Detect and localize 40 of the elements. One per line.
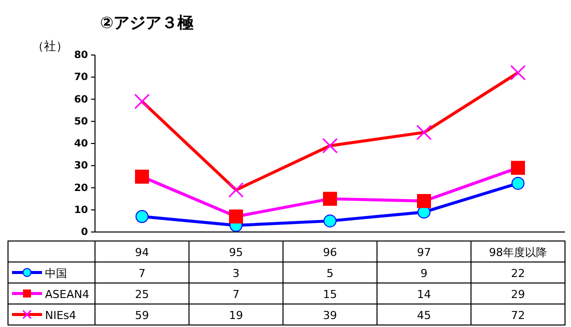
data-label: 15 <box>323 288 337 301</box>
y-tick-label: 50 <box>74 116 88 128</box>
x-tick-label: 95 <box>229 246 243 259</box>
y-tick-label: 30 <box>74 160 88 172</box>
x-tick-label: 96 <box>323 246 337 259</box>
y-tick-label: 0 <box>81 227 88 238</box>
data-label: 25 <box>135 288 149 301</box>
point <box>136 210 148 224</box>
data-label: 5 <box>326 267 334 280</box>
data-label: 59 <box>135 309 149 322</box>
chart-title: ②アジア３極 <box>100 13 194 32</box>
legend-label: ASEAN4 <box>45 288 90 301</box>
legend: NIEs4 <box>12 309 76 322</box>
data-label: 7 <box>232 288 240 301</box>
y-tick-label: 20 <box>74 182 88 194</box>
data-label: 45 <box>417 309 431 322</box>
y-tick-label: 40 <box>74 138 88 150</box>
data-label: 39 <box>323 309 337 322</box>
legend: 中国 <box>12 267 67 280</box>
point <box>512 176 524 190</box>
legend-label: NIEs4 <box>45 309 76 322</box>
y-tick-label: 70 <box>74 72 88 84</box>
data-label: 19 <box>229 309 243 322</box>
x-tick-label: 94 <box>135 246 149 259</box>
point <box>324 214 336 228</box>
y-tick-label: 60 <box>74 94 88 106</box>
data-label: 14 <box>417 288 431 301</box>
data-label: 7 <box>138 267 146 280</box>
data-label: 3 <box>232 267 240 280</box>
x-tick-label: 97 <box>417 246 431 259</box>
legend-label: 中国 <box>45 267 67 280</box>
y-tick-label: 80 <box>74 50 88 61</box>
x-tick-label: 98年度以降 <box>489 246 547 259</box>
y-tick-label: 10 <box>74 204 88 216</box>
data-label: 9 <box>420 267 428 280</box>
legend: ASEAN4 <box>12 288 90 301</box>
data-label: 72 <box>511 309 525 322</box>
y-axis-title: （社） <box>32 39 68 53</box>
data-label: 22 <box>511 267 525 280</box>
data-label: 29 <box>511 288 525 301</box>
